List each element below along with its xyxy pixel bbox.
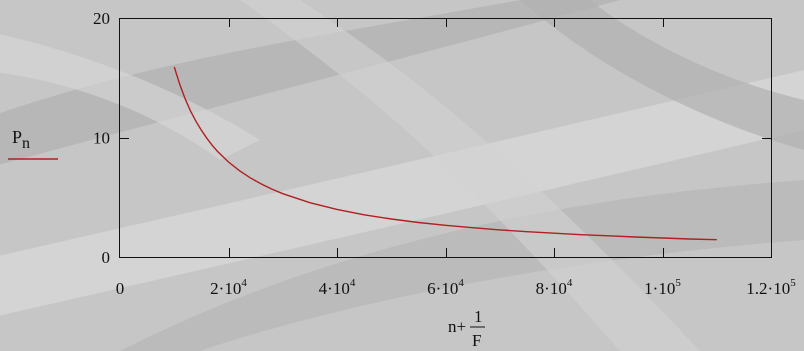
legend-name: P: [12, 127, 22, 147]
x-tick-labels: 0 2·104 4·104 6·104 8·104 1·105 1.2·105: [116, 277, 796, 298]
x-tick-label-0: 0: [116, 279, 125, 298]
y-tick-label-0: 0: [102, 248, 111, 267]
series-line-pn: [173, 66, 717, 241]
x-axis-label-denominator: F: [472, 331, 481, 350]
plot-frame: [119, 18, 772, 258]
x-axis-label-prefix: n+: [448, 317, 466, 336]
legend-subscript: n: [22, 135, 30, 152]
y-tick-labels: 0 10 20: [93, 9, 110, 267]
x-tick-label-4: 8·104: [536, 277, 573, 298]
x-tick-label-3: 6·104: [427, 277, 464, 298]
x-axis-label-numerator: 1: [474, 307, 483, 326]
x-tick-label-6: 1.2·105: [746, 277, 796, 298]
legend-label: Pn: [12, 127, 30, 152]
y-tick-label-1: 10: [93, 129, 110, 148]
y-tick-label-2: 20: [93, 9, 110, 28]
legend: Pn: [8, 127, 58, 160]
axis-ticks: [120, 18, 771, 257]
x-axis-label: n+ 1 F: [448, 307, 485, 350]
x-tick-label-1: 2·104: [210, 277, 247, 298]
x-tick-label-2: 4·104: [319, 277, 356, 298]
x-tick-label-5: 1·105: [644, 277, 681, 298]
